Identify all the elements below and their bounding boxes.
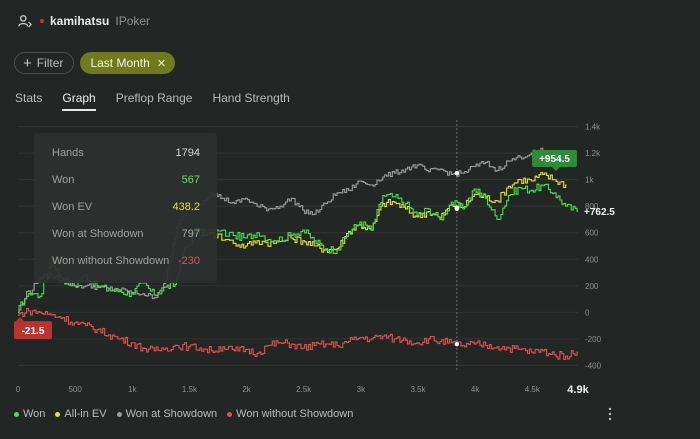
legend-item[interactable]: Won without Showdown — [227, 408, 353, 420]
tooltip-label: Won EV — [52, 201, 93, 213]
peak-label: +954.5 — [539, 154, 570, 165]
tooltip-value: 797 — [181, 228, 200, 240]
y-tick-label: -400 — [585, 361, 602, 370]
more-options-icon[interactable] — [607, 407, 613, 421]
y-tick-label: 800 — [585, 202, 599, 211]
site-name: IPoker — [115, 14, 151, 28]
series-line — [18, 307, 578, 361]
filter-label: Filter — [36, 56, 64, 70]
tab-preflop-range[interactable]: Preflop Range — [115, 91, 193, 105]
x-tick-label: 2.5k — [296, 385, 312, 394]
y-tick-label: 1k — [585, 176, 594, 185]
x-tick-label: 4.5k — [525, 385, 541, 394]
legend-label: Won — [23, 408, 46, 420]
legend-item[interactable]: Won at Showdown — [116, 408, 218, 420]
tab-hand-strength[interactable]: Hand Strength — [212, 91, 290, 105]
x-tick-label: 0 — [16, 385, 21, 394]
start-badge-pointer — [16, 317, 24, 322]
x-tick-label: 2k — [242, 385, 251, 394]
header: kamihatsu IPoker — [18, 14, 150, 28]
graph-tooltip: Hands 1794 Won 567 Won EV 438.2 Won at Showdow… — [34, 133, 217, 283]
username[interactable]: kamihatsu — [50, 14, 110, 28]
y-tick-label: 600 — [585, 229, 599, 238]
series-line — [189, 171, 567, 254]
y-tick-label: -200 — [585, 335, 602, 344]
filter-bar: + Filter Last Month ✕ — [14, 52, 176, 74]
add-filter-button[interactable]: + Filter — [14, 52, 75, 74]
x-tick-label: 1.5k — [182, 385, 198, 394]
won-end-label: +762.5 — [584, 207, 615, 218]
tab-stats[interactable]: Stats — [15, 91, 43, 105]
active-filter-chip[interactable]: Last Month ✕ — [80, 52, 176, 74]
chip-label: Last Month — [90, 56, 150, 70]
legend-item[interactable]: Won — [14, 408, 45, 420]
profit-graph[interactable]: 1.4k 1.2k 1k 800 600 400 200 0 -200 -400 0 500 1k 1.5… — [0, 110, 700, 400]
x-tick-label: 3.5k — [410, 385, 426, 394]
legend-swatch — [227, 411, 233, 417]
legend-swatch — [116, 411, 122, 417]
x-tick-label: 1k — [128, 385, 137, 394]
y-tick-label: 0 — [585, 308, 590, 317]
legend-label: Won without Showdown — [236, 408, 354, 420]
tooltip-row: Won without Showdown -230 — [52, 255, 200, 267]
peak-badge — [532, 150, 577, 167]
tooltip-value: -230 — [177, 255, 200, 267]
legend-item[interactable]: All-in EV — [55, 408, 107, 420]
user-switch-icon[interactable] — [18, 14, 32, 28]
tooltip-row: Won at Showdown 797 — [52, 228, 200, 240]
hover-marker — [454, 341, 460, 347]
legend-label: All-in EV — [64, 408, 107, 420]
y-tick-label: 200 — [585, 282, 599, 291]
y-tick-label: 1.2k — [585, 149, 601, 158]
start-badge — [14, 321, 52, 340]
tooltip-row: Won 567 — [52, 174, 200, 186]
legend-label: Won at Showdown — [125, 408, 218, 420]
hover-marker — [454, 206, 460, 212]
tooltip-label: Won — [52, 174, 75, 186]
y-tick-label: 1.4k — [585, 123, 601, 132]
tooltip-value: 1794 — [175, 147, 200, 159]
legend-swatch — [14, 411, 19, 417]
x-end-label: 4.9k — [567, 384, 589, 396]
chart-legend: Won All-in EV Won at Showdown Won without S… — [14, 408, 353, 420]
x-tick-label: 3k — [357, 385, 366, 394]
legend-swatch — [55, 411, 61, 417]
hover-marker — [454, 170, 460, 176]
x-tick-label: 4k — [471, 385, 480, 394]
tooltip-label: Hands — [52, 147, 84, 159]
plus-icon: + — [23, 54, 32, 72]
series-line — [18, 147, 567, 313]
tooltip-row: Hands 1794 — [52, 147, 200, 159]
close-icon[interactable]: ✕ — [156, 57, 167, 70]
tooltip-label: Won without Showdown — [52, 255, 170, 267]
tooltip-label: Won at Showdown — [52, 228, 144, 240]
tab-graph[interactable]: Graph — [62, 91, 96, 111]
x-tick-label: 500 — [68, 385, 82, 394]
status-dot — [40, 19, 44, 23]
start-label: -21.5 — [22, 326, 45, 337]
tooltip-value: 438.2 — [172, 201, 200, 213]
tooltip-value: 567 — [181, 174, 200, 186]
tooltip-row: Won EV 438.2 — [52, 201, 200, 213]
peak-badge-pointer — [552, 167, 560, 171]
series-line — [18, 183, 578, 313]
tab-bar: Stats Graph Preflop Range Hand Strength — [15, 91, 310, 111]
y-tick-label: 400 — [585, 255, 599, 264]
